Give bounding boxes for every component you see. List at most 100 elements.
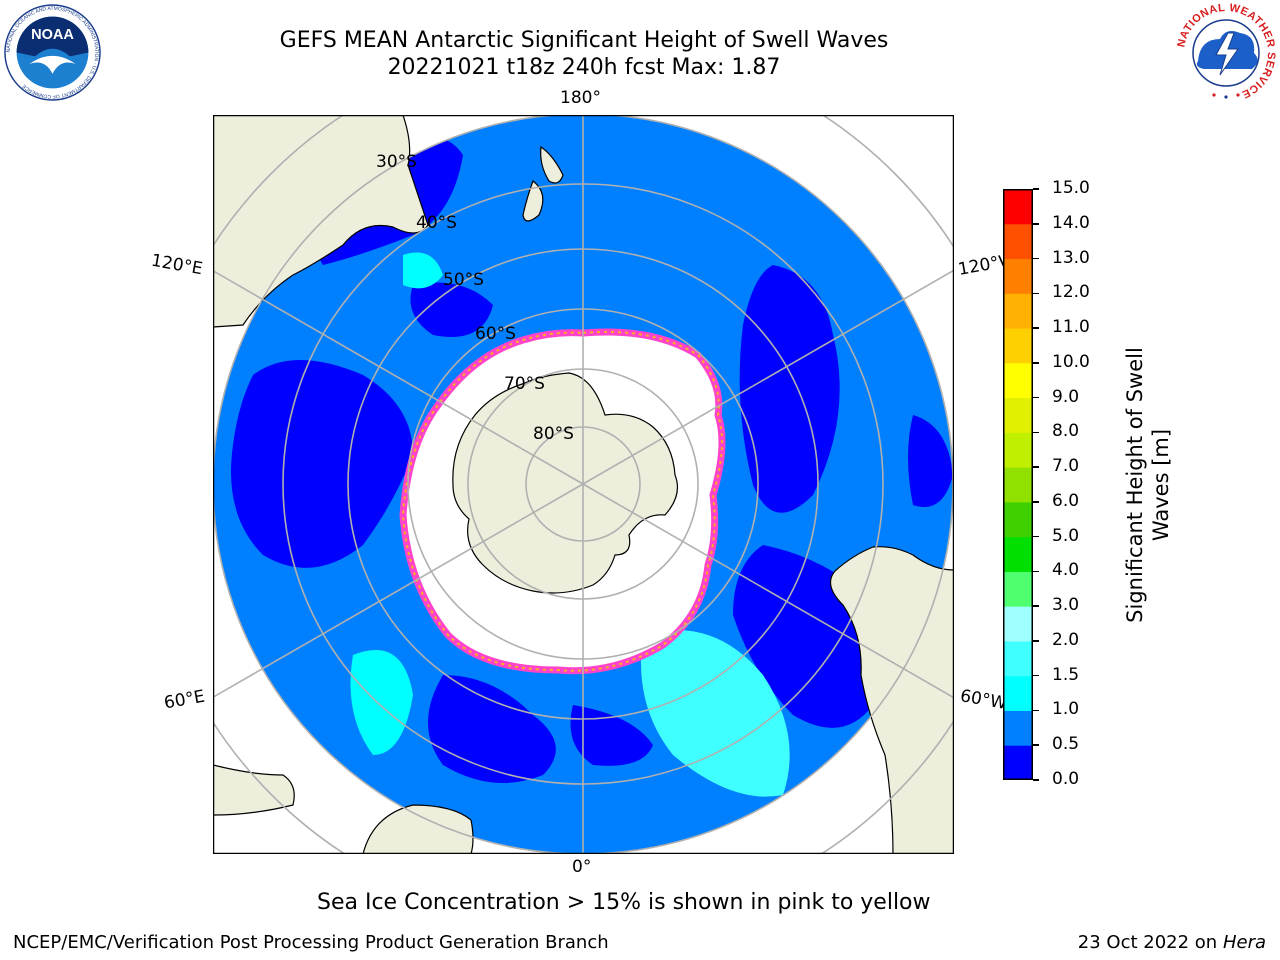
colorbar-tick-mark (1033, 744, 1039, 746)
noaa-logo: NOAA NATIONAL OCEANIC AND ATMOSPHERIC AD… (4, 4, 101, 101)
low-swell-region (908, 415, 953, 507)
credit-date: 23 Oct 2022 on (1077, 932, 1223, 953)
low-swell-region (739, 265, 840, 513)
lon-label-60w: 60°W (958, 686, 1009, 714)
south-america-land (829, 546, 954, 854)
lon-label-0: 0° (572, 857, 592, 877)
africa-land (362, 804, 474, 854)
colorbar-tick-mark (1033, 327, 1039, 329)
new-zealand-north (540, 145, 564, 184)
colorbar-tick-mark (1033, 779, 1039, 781)
colorbar (1003, 189, 1033, 781)
new-zealand-south (522, 180, 544, 222)
colorbar-tick-label: 5.0 (1052, 525, 1080, 546)
colorbar-tick-label: 6.0 (1052, 490, 1080, 511)
low-swell-region (410, 282, 493, 337)
colorbar-tick-label: 1.5 (1052, 664, 1080, 685)
lat-label-30s: 30°S (376, 152, 417, 172)
colorbar-title: Significant Height of Swell Waves [m] (1122, 305, 1174, 665)
colorbar-tick-label: 2.0 (1052, 629, 1080, 650)
colorbar-frame (1003, 189, 1033, 780)
colorbar-swatch (1003, 432, 1033, 468)
moderate-swell-region (641, 630, 790, 797)
colorbar-tick-mark (1033, 570, 1039, 573)
colorbar-swatch (1003, 501, 1033, 538)
credit-left: NCEP/EMC/Verification Post Processing Pr… (13, 932, 609, 953)
chart-title: GEFS MEAN Antarctic Significant Height o… (279, 28, 889, 53)
colorbar-swatch (1003, 536, 1033, 572)
sea-ice-edge-yellow (401, 330, 723, 672)
colorbar-swatch (1003, 675, 1033, 711)
colorbar-tick-mark (1033, 396, 1039, 399)
polar-map (213, 115, 954, 854)
colorbar-tick-mark (1033, 188, 1039, 190)
colorbar-title-line1: Significant Height of Swell (1123, 347, 1147, 623)
low-swell-region (231, 360, 413, 568)
australia-land (213, 115, 429, 328)
colorbar-swatch (1003, 571, 1033, 607)
colorbar-tick-mark (1033, 674, 1039, 677)
colorbar-title-line2: Waves [m] (1149, 428, 1173, 542)
longitude-gridlines (213, 115, 954, 854)
colorbar-swatch (1003, 397, 1033, 433)
nws-logo: NATIONAL WEATHER SERVICE (1175, 2, 1277, 103)
moderate-swell-region (350, 650, 413, 755)
colorbar-tick-label: 4.0 (1052, 560, 1080, 581)
colorbar-tick-label: 15.0 (1052, 178, 1090, 198)
lat-label-60s: 60°S (475, 324, 516, 344)
colorbar-tick-label: 14.0 (1052, 212, 1090, 233)
colorbar-tick-label: 3.0 (1052, 595, 1080, 616)
colorbar-tick-mark (1033, 605, 1039, 607)
colorbar-swatch (1003, 362, 1033, 399)
colorbar-swatch (1003, 293, 1033, 329)
lon-label-120e: 120°E (149, 250, 205, 280)
colorbar-swatch (1003, 606, 1033, 642)
low-swell-region (570, 705, 653, 766)
antarctica-land (452, 372, 678, 594)
map-panel (213, 115, 954, 854)
colorbar-tick-label: 11.0 (1052, 317, 1090, 338)
colorbar-tick-mark (1033, 223, 1039, 225)
colorbar-tick-label: 1.0 (1052, 699, 1080, 720)
lat-label-40s: 40°S (416, 213, 457, 233)
credit-right: 23 Oct 2022 on Hera (1078, 932, 1266, 953)
colorbar-tick-mark (1033, 535, 1039, 538)
colorbar-swatch (1003, 258, 1033, 294)
colorbar-swatch (1003, 710, 1033, 746)
low-swell-region (428, 675, 556, 783)
lat-label-80s: 80°S (533, 424, 574, 444)
lat-label-50s: 50°S (443, 270, 484, 290)
colorbar-tick-mark (1033, 257, 1039, 260)
colorbar-swatch (1003, 189, 1033, 225)
colorbar-tick-mark (1033, 431, 1039, 434)
colorbar-tick-mark (1033, 709, 1039, 712)
lat-label-70s: 70°S (504, 374, 545, 394)
colorbar-swatch (1003, 223, 1033, 260)
sea-ice-note: Sea Ice Concentration > 15% is shown in … (317, 890, 931, 915)
colorbar-swatch (1003, 328, 1033, 364)
colorbar-tick-mark (1033, 501, 1039, 503)
colorbar-tick-mark (1033, 362, 1039, 364)
chart-subtitle: 20221021 t18z 240h fcst Max: 1.87 (387, 55, 781, 80)
colorbar-tick-mark (1033, 292, 1039, 295)
colorbar-swatch (1003, 467, 1033, 503)
colorbar-tick-label: 13.0 (1052, 247, 1090, 268)
map-frame (213, 115, 954, 854)
moderate-swell-region (403, 252, 443, 289)
noaa-logo-text: NOAA (31, 27, 74, 43)
lon-label-60e: 60°E (162, 686, 207, 714)
colorbar-tick-label: 0.0 (1052, 769, 1080, 789)
credit-host: Hera (1222, 932, 1266, 953)
colorbar-tick-label: 10.0 (1052, 351, 1090, 372)
colorbar-tick-label: 7.0 (1052, 456, 1080, 477)
colorbar-tick-label: 0.5 (1052, 734, 1080, 755)
colorbar-tick-mark (1033, 640, 1039, 642)
colorbar-tick-mark (1033, 466, 1039, 468)
colorbar-tick-label: 8.0 (1052, 421, 1080, 442)
colorbar-swatches (1003, 189, 1033, 781)
colorbar-swatch (1003, 640, 1033, 677)
colorbar-swatch (1003, 745, 1033, 781)
colorbar-tick-label: 12.0 (1052, 282, 1090, 303)
colorbar-tick-label: 9.0 (1052, 386, 1080, 407)
lon-label-180: 180° (560, 88, 601, 108)
